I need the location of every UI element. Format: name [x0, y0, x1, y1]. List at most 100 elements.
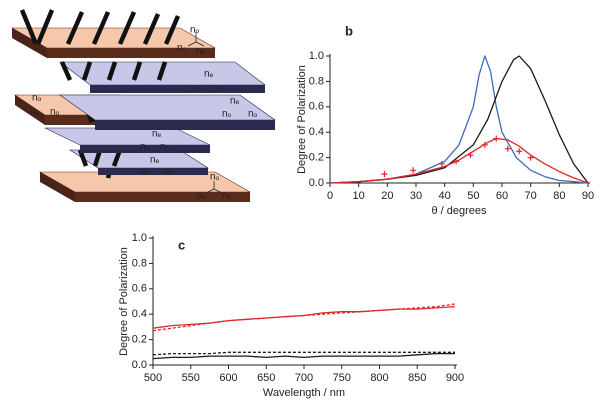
x-axis-label: Wavelength / nm: [263, 387, 345, 399]
y-tick-label: 0.8: [132, 257, 147, 269]
x-tick-label: 50: [467, 190, 479, 202]
y-tick-label: 0.0: [132, 359, 147, 371]
y-tick-label: 0.2: [309, 152, 324, 164]
x-tick-label: 700: [295, 372, 313, 384]
index-label: nₑ: [152, 129, 162, 140]
rod: [163, 15, 181, 45]
slab-edge: [75, 192, 250, 202]
diagram: a: [10, 9, 276, 202]
index-label: nₒ: [32, 93, 42, 104]
axes-glyph: [187, 32, 223, 194]
series-line: [152, 351, 455, 356]
rod: [117, 11, 137, 45]
slab-edge: [47, 48, 215, 58]
marker: [504, 145, 511, 152]
marker: [493, 135, 500, 142]
rod: [156, 61, 168, 81]
index-label: nₒ: [210, 172, 220, 183]
y-axis-label: Degree of Polarization: [296, 65, 308, 174]
panel-label: b: [345, 23, 353, 38]
x-tick-label: 10: [353, 190, 365, 202]
marker: [453, 158, 460, 165]
y-tick-label: 0.2: [132, 334, 147, 346]
y-tick-label: 0.8: [309, 75, 324, 87]
marker: [516, 148, 523, 155]
x-tick-label: 900: [446, 372, 464, 384]
y-tick-label: 0.0: [309, 177, 324, 189]
y-tick-label: 0.6: [309, 101, 324, 113]
y-tick-label: 1.0: [309, 50, 324, 62]
rod: [142, 13, 161, 45]
index-label: nₒ: [190, 83, 200, 94]
slab-edge: [95, 120, 275, 130]
index-label: nₑ: [150, 155, 160, 166]
y-axis-label: Degree of Polarization: [118, 247, 130, 356]
axis: [329, 54, 590, 184]
series-line: [152, 352, 455, 360]
x-tick-label: 850: [408, 372, 426, 384]
x-tick-label: 60: [496, 190, 508, 202]
slab-edge: [12, 28, 47, 58]
x-tick-label: 600: [219, 372, 237, 384]
index-label: nₒ: [197, 191, 207, 202]
rod: [81, 61, 93, 81]
x-tick-label: 750: [333, 372, 351, 384]
series-line: [329, 137, 589, 184]
slab-edge: [15, 95, 45, 125]
rod: [106, 61, 118, 81]
marker: [481, 141, 488, 148]
marker: [381, 171, 388, 178]
y-tick-label: 1.0: [132, 232, 147, 244]
index-label: nₒ: [190, 25, 200, 36]
index-label: nₒ: [50, 107, 60, 118]
series-line: [152, 303, 456, 332]
x-tick-label: 550: [182, 372, 200, 384]
rod: [59, 61, 73, 81]
index-label: nₒ: [177, 43, 187, 54]
rod: [91, 11, 111, 45]
panel-label: c: [178, 237, 185, 252]
rod: [65, 11, 85, 45]
slab: [59, 94, 276, 121]
x-tick-label: 20: [381, 190, 393, 202]
marker: [467, 152, 474, 159]
slab-edge: [40, 172, 75, 202]
index-label: nₒ: [248, 109, 258, 120]
index-label: nₑ: [196, 46, 206, 57]
series-line: [329, 55, 589, 184]
marker: [410, 167, 417, 174]
x-tick-label: 40: [439, 190, 451, 202]
x-tick-label: 800: [370, 372, 388, 384]
marker: [438, 160, 445, 167]
index-label: nₑ: [30, 107, 40, 118]
index-label: nₒ: [212, 83, 222, 94]
x-tick-label: 650: [257, 372, 275, 384]
x-tick-label: 90: [582, 190, 594, 202]
rod: [131, 61, 143, 81]
rod: [19, 9, 39, 45]
y-tick-label: 0.4: [132, 308, 147, 320]
index-label: nₒ: [140, 142, 150, 153]
index-label: nₒ: [140, 167, 150, 178]
index-label: nₒ: [164, 167, 174, 178]
slab-edge: [90, 85, 265, 93]
x-tick-label: 30: [410, 190, 422, 202]
marker: [527, 154, 534, 161]
index-label: nₑ: [230, 96, 240, 107]
rod: [35, 9, 55, 45]
x-tick-label: 80: [553, 190, 565, 202]
slab: [44, 127, 211, 146]
y-tick-label: 0.4: [309, 126, 324, 138]
series-line: [329, 55, 589, 184]
index-label: nₑ: [204, 69, 214, 80]
axis: [152, 236, 457, 366]
x-tick-label: 500: [144, 372, 162, 384]
index-label: nₒ: [160, 142, 170, 153]
x-axis-label: θ / degrees: [431, 205, 487, 217]
slab-edge: [98, 168, 208, 175]
slab-edge: [80, 145, 210, 153]
index-label: nₒ: [222, 109, 232, 120]
x-tick-label: 0: [327, 190, 333, 202]
y-tick-label: 0.6: [132, 283, 147, 295]
